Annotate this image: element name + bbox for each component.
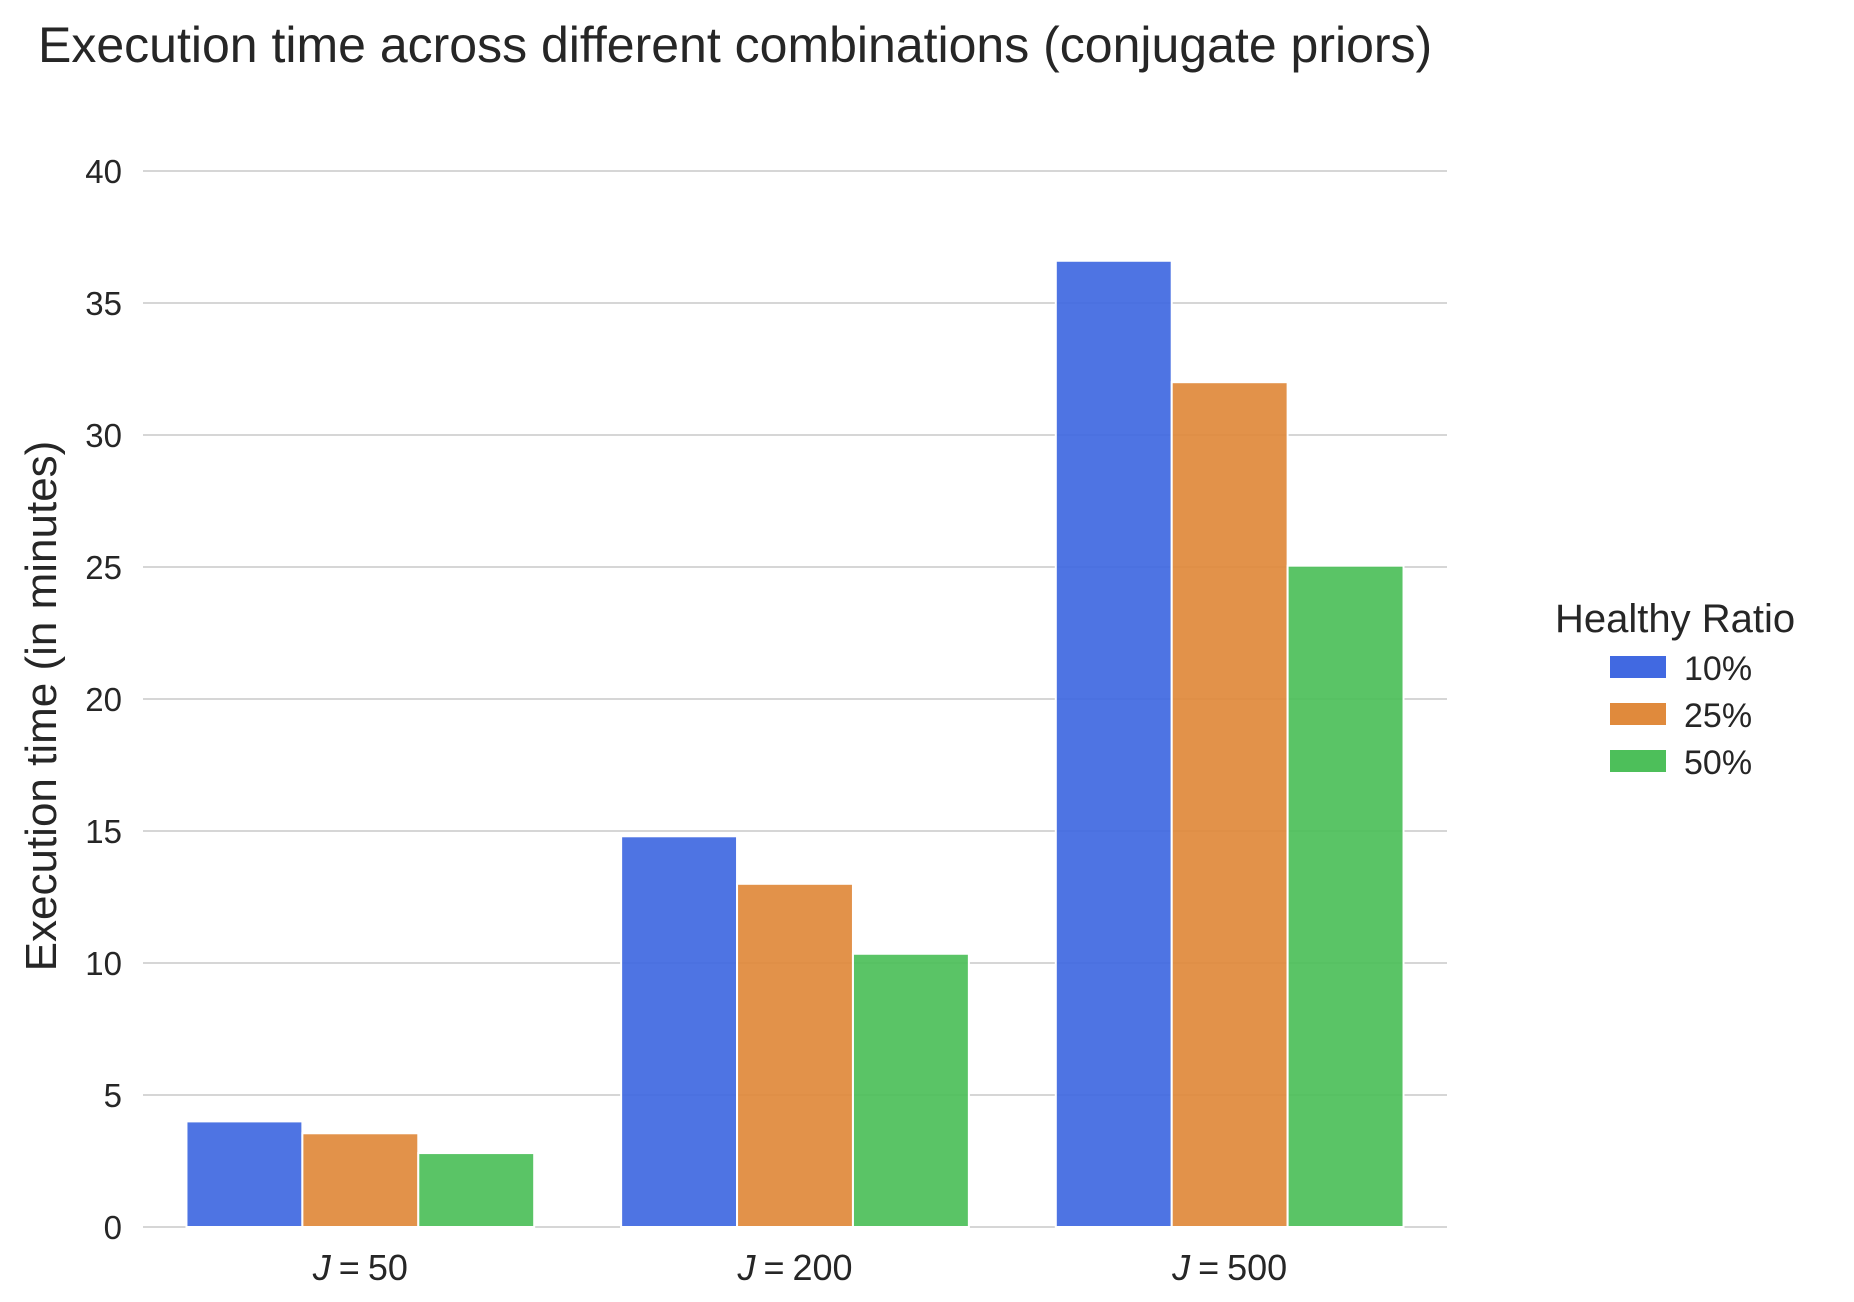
x-tick-label: J = 500	[1171, 1247, 1287, 1288]
legend-label: 25%	[1684, 697, 1752, 735]
y-tick-label: 35	[85, 285, 122, 322]
bar	[301, 1132, 420, 1229]
gridlines	[143, 170, 1447, 1228]
x-tick-labels: J = 50 J = 200 J = 500	[312, 1247, 1287, 1288]
bar	[851, 952, 970, 1228]
bar	[736, 882, 854, 1228]
bar	[185, 1120, 304, 1229]
y-tick-label: 30	[85, 417, 122, 454]
legend-label: 10%	[1684, 650, 1752, 688]
y-tick-label: 20	[85, 681, 122, 718]
legend-title: Healthy Ratio	[1555, 597, 1795, 641]
bar	[1054, 259, 1173, 1228]
y-tick-labels: 0 5 10 15 20 25 30 35 40	[85, 153, 122, 1246]
bar	[1286, 564, 1405, 1228]
chart-title: Execution time across different combinat…	[38, 17, 1432, 73]
legend: Healthy Ratio 10% 25% 50%	[1555, 597, 1795, 782]
x-tick-label: J = 200	[736, 1247, 852, 1288]
legend-swatch	[1610, 703, 1666, 725]
legend-swatch	[1610, 656, 1666, 678]
y-tick-label: 40	[85, 153, 122, 190]
bar	[1170, 381, 1289, 1228]
y-tick-label: 0	[104, 1209, 122, 1246]
x-tick-label: J = 50	[312, 1247, 408, 1288]
legend-label: 50%	[1684, 744, 1752, 782]
y-tick-label: 15	[85, 813, 122, 850]
y-axis-label: Execution time (in minutes)	[17, 441, 66, 972]
y-tick-label: 25	[85, 549, 122, 586]
legend-swatch	[1610, 750, 1666, 772]
y-tick-label: 5	[104, 1077, 122, 1114]
y-tick-label: 10	[85, 945, 122, 982]
bar	[417, 1152, 536, 1228]
bar	[620, 835, 739, 1229]
bars	[185, 259, 1405, 1229]
